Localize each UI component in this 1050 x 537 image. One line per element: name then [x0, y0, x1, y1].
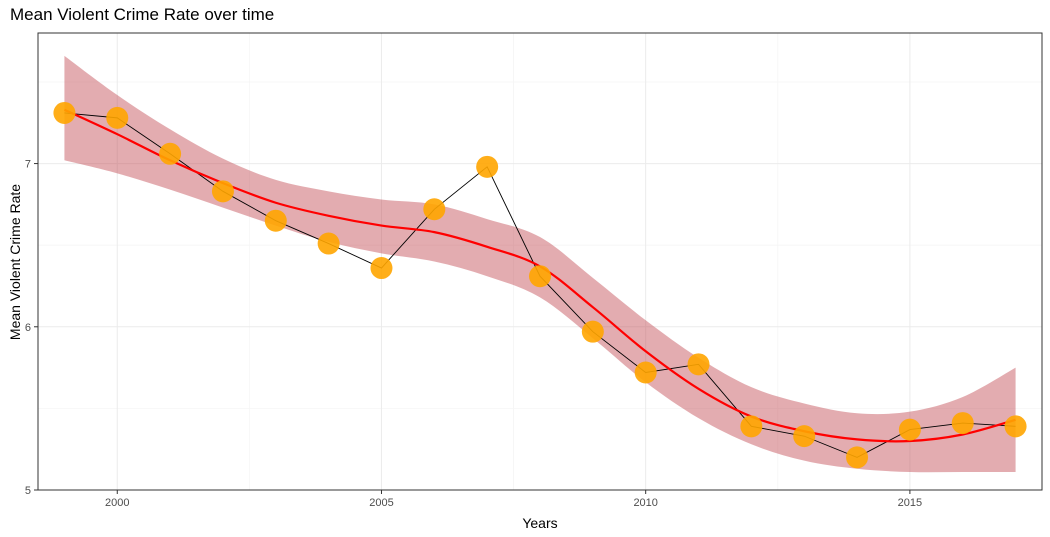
data-point: [264, 209, 287, 232]
data-point: [529, 265, 551, 288]
data-point: [740, 415, 763, 438]
data-point: [317, 232, 340, 255]
data-point: [476, 155, 499, 178]
y-tick-label: 7: [25, 159, 31, 171]
panel-border: [37, 32, 1043, 491]
data-point: [898, 418, 921, 441]
x-tick-label: 2000: [105, 497, 129, 509]
data-point: [634, 361, 657, 384]
data-point: [581, 320, 604, 343]
data-point: [106, 106, 129, 129]
data-point: [53, 101, 76, 124]
data-points: [53, 101, 1027, 469]
data-point: [846, 446, 869, 469]
data-point: [423, 198, 446, 221]
x-tick-label: 2015: [898, 497, 922, 509]
confidence-band-area: [64, 55, 1016, 473]
data-point: [1004, 415, 1027, 438]
x-tick-label: 2010: [633, 497, 657, 509]
data-point: [159, 142, 182, 165]
y-tick-label: 6: [25, 322, 31, 334]
data-point: [211, 180, 234, 203]
data-point: [370, 257, 393, 280]
x-axis-title: Years: [522, 515, 557, 531]
chart-title: Mean Violent Crime Rate over time: [10, 5, 275, 24]
confidence-band: [64, 55, 1016, 473]
y-tick-label: 5: [25, 485, 31, 497]
axes: 2000 2005 2010 2015 5 6 7: [25, 32, 1043, 509]
data-point: [793, 425, 816, 448]
x-tick-label: 2005: [369, 497, 393, 509]
data-point: [687, 353, 710, 376]
y-axis-title: Mean Violent Crime Rate: [7, 184, 23, 340]
data-point: [951, 412, 974, 435]
